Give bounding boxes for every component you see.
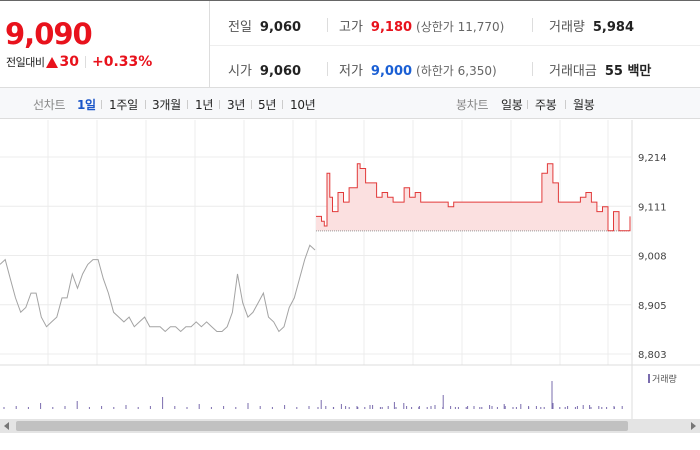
candle-chart-label: 봉차트 [456,98,489,112]
low-label: 저가 [339,64,363,79]
divider [282,100,283,109]
day-low: 저가 9,000 (하한가 6,350) [339,60,497,79]
y-tick-label: 8,905 [638,301,667,312]
scroll-thumb[interactable] [16,421,628,431]
divider [84,56,86,68]
upper-limit: (상한가 11,770) [416,20,505,34]
divider [219,100,220,109]
today-area-fill [316,163,630,231]
day-high: 고가 9,180 (상한가 11,770) [339,16,504,35]
tab-monthly-candle[interactable]: 월봉 [573,98,595,112]
y-tick-label: 8,803 [638,350,667,361]
volume-legend: 거래량 [648,372,677,385]
open-value: 9,060 [259,64,302,79]
scroll-right-button[interactable] [686,419,700,433]
high-label: 고가 [339,20,363,35]
tab-1year[interactable]: 1년 [195,98,214,112]
price-chart-svg: 9,214 9,111 9,008 8,905 8,803 [0,120,700,420]
volume-bars [3,381,623,409]
volume-legend-label: 거래량 [652,375,677,385]
row-divider [210,45,700,46]
volume-legend-swatch [648,374,650,383]
divider [527,100,528,109]
divider [145,100,146,109]
lower-limit: (하한가 6,350) [416,64,497,78]
amount-value: 55 백만 [604,64,652,79]
divider [101,100,102,109]
trading-amount: 거래대금 55 백만 [549,60,651,79]
prev-close: 전일 9,060 [228,16,301,35]
quote-summary: 9,090 전일대비 30 +0.33% 전일 9,060 고가 9,180 (상한가… [0,0,700,89]
change-row: 전일대비 30 +0.33% [6,54,152,70]
volume-value: 5,984 [592,20,635,35]
prev-close-label: 전일 [228,20,252,35]
divider [251,100,252,109]
intraday-chart: 9,214 9,111 9,008 8,905 8,803 거래량 [0,120,700,450]
price-box: 9,090 전일대비 30 +0.33% [0,1,210,89]
y-axis-ticks: 9,214 9,111 9,008 8,905 8,803 [638,153,667,361]
change-percent: +0.33% [91,54,153,70]
open-label: 시가 [228,64,252,79]
divider [532,62,533,76]
arrow-left-icon [4,422,9,430]
tab-1day[interactable]: 1일 [77,98,96,112]
open: 시가 9,060 [228,60,301,79]
chart-grid [0,120,700,420]
up-triangle-icon [46,56,59,68]
high-value: 9,180 [370,20,413,35]
scroll-left-button[interactable] [0,419,14,433]
volume: 거래량 5,984 [549,16,634,35]
divider [327,62,328,76]
y-tick-label: 9,214 [638,153,667,164]
previous-day-series [0,244,316,333]
chart-period-tabs: 선차트 1일 1주일 3개월 1년 3년 5년 10년 봉차트 일봉 주봉 월봉 [0,88,700,119]
tab-3year[interactable]: 3년 [227,98,246,112]
arrow-right-icon [691,422,696,430]
tab-5year[interactable]: 5년 [258,98,277,112]
tab-1week[interactable]: 1주일 [109,98,138,112]
divider [327,18,328,32]
bottom-strip [0,433,700,450]
tab-weekly-candle[interactable]: 주봉 [535,98,557,112]
y-tick-label: 9,111 [638,202,667,213]
tab-daily-candle[interactable]: 일봉 [501,98,523,112]
chart-scrollbar[interactable] [0,419,700,433]
tab-3month[interactable]: 3개월 [152,98,181,112]
y-tick-label: 9,008 [638,252,667,263]
amount-label: 거래대금 [549,64,597,79]
tab-10year[interactable]: 10년 [290,98,316,112]
divider [565,100,566,109]
change-label: 전일대비 [6,56,45,69]
prev-close-value: 9,060 [259,20,302,35]
line-chart-label: 선차트 [33,98,66,112]
today-series [316,163,631,232]
today-line [316,163,631,232]
divider [532,18,533,32]
divider [187,100,188,109]
current-price: 9,090 [5,17,93,51]
change-value: 30 [59,54,79,70]
low-value: 9,000 [370,64,413,79]
volume-label: 거래량 [549,20,585,35]
previous-day-line [0,244,316,333]
